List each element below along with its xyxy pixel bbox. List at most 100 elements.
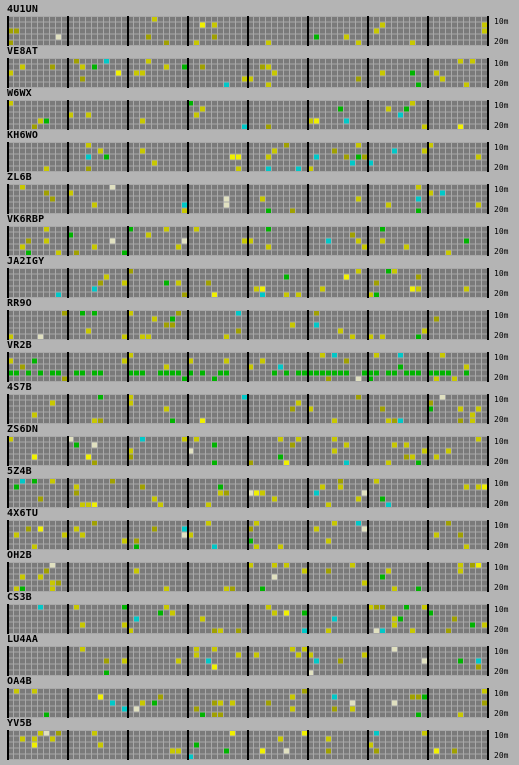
signal-cell: [236, 166, 242, 172]
signal-cell: [332, 616, 338, 622]
column-separator: [427, 436, 429, 466]
signal-cell: [392, 268, 398, 274]
signal-cell: [248, 562, 254, 568]
signal-cell: [434, 70, 440, 76]
signal-cell: [452, 376, 458, 382]
signal-cell: [56, 730, 62, 736]
signal-cell: [164, 40, 170, 46]
signal-cell: [134, 544, 140, 550]
signal-cell: [56, 370, 62, 376]
signal-cell: [272, 496, 278, 502]
signal-cell: [122, 358, 128, 364]
signal-cell: [446, 628, 452, 634]
column-separator: [487, 184, 489, 214]
station-9: 4S7B 10m 20m: [0, 382, 519, 424]
column-separator: [187, 604, 189, 634]
column-separator: [67, 310, 69, 340]
signal-cell: [86, 328, 92, 334]
signal-cell: [182, 526, 188, 532]
signal-cell: [170, 418, 176, 424]
signal-cell: [266, 124, 272, 130]
signal-cell: [344, 460, 350, 466]
signal-cell: [206, 658, 212, 664]
column-separator: [487, 478, 489, 508]
signal-cell: [404, 454, 410, 460]
signal-cell: [26, 370, 32, 376]
signal-cell: [416, 184, 422, 190]
signal-cell: [14, 370, 20, 376]
signal-cell: [74, 490, 80, 496]
signal-cell: [476, 202, 482, 208]
signal-cell: [230, 700, 236, 706]
signal-cell: [38, 526, 44, 532]
signal-cell: [434, 376, 440, 382]
signal-cell: [296, 400, 302, 406]
signal-cell: [92, 442, 98, 448]
signal-cell: [320, 370, 326, 376]
signal-cell: [200, 616, 206, 622]
signal-cell: [464, 238, 470, 244]
signal-cell: [128, 226, 134, 232]
signal-cell: [134, 616, 140, 622]
signal-cell: [32, 412, 38, 418]
signal-cell: [374, 478, 380, 484]
band-label-bottom: 20m: [494, 457, 509, 466]
signal-cell: [86, 166, 92, 172]
column-separator: [7, 310, 9, 340]
column-separator: [307, 142, 309, 172]
signal-cell: [230, 730, 236, 736]
signal-cell: [362, 154, 368, 160]
station-14: CS3B 10m 20m: [0, 592, 519, 634]
signal-cell: [98, 742, 104, 748]
column-separator: [187, 16, 189, 46]
signal-cell: [56, 580, 62, 586]
signal-cell: [392, 148, 398, 154]
signal-cell: [212, 628, 218, 634]
signal-cell: [386, 502, 392, 508]
signal-cell: [278, 364, 284, 370]
signal-cell: [50, 64, 56, 70]
column-separator: [247, 436, 249, 466]
signal-cell: [110, 700, 116, 706]
signal-cell: [44, 730, 50, 736]
column-separator: [487, 268, 489, 298]
band-label-bottom: 20m: [494, 79, 509, 88]
column-separator: [127, 688, 129, 718]
signal-cell: [278, 454, 284, 460]
signal-cell: [110, 478, 116, 484]
signal-cell: [398, 364, 404, 370]
signal-cell: [8, 358, 14, 364]
signal-cell: [392, 370, 398, 376]
signal-cell: [326, 538, 332, 544]
signal-cell: [224, 202, 230, 208]
signal-cell: [98, 370, 104, 376]
signal-cell: [344, 274, 350, 280]
signal-cell: [56, 34, 62, 40]
column-separator: [67, 16, 69, 46]
signal-cell: [92, 520, 98, 526]
signal-cell: [272, 370, 278, 376]
column-separator: [187, 520, 189, 550]
signal-cell: [374, 730, 380, 736]
band-activity-grid: [7, 394, 489, 424]
signal-cell: [218, 628, 224, 634]
signal-cell: [314, 526, 320, 532]
column-separator: [187, 184, 189, 214]
band-label-bottom: 20m: [494, 751, 509, 760]
signal-cell: [92, 502, 98, 508]
signal-cell: [386, 268, 392, 274]
signal-cell: [212, 376, 218, 382]
signal-cell: [350, 160, 356, 166]
column-separator: [67, 142, 69, 172]
column-separator: [187, 352, 189, 382]
signal-cell: [434, 370, 440, 376]
signal-cell: [290, 208, 296, 214]
signal-cell: [164, 604, 170, 610]
signal-cell: [182, 238, 188, 244]
signal-cell: [458, 658, 464, 664]
station-1: VE8AT 10m 20m: [0, 46, 519, 88]
signal-cell: [344, 118, 350, 124]
signal-cell: [98, 280, 104, 286]
signal-cell: [458, 532, 464, 538]
signal-cell: [200, 22, 206, 28]
